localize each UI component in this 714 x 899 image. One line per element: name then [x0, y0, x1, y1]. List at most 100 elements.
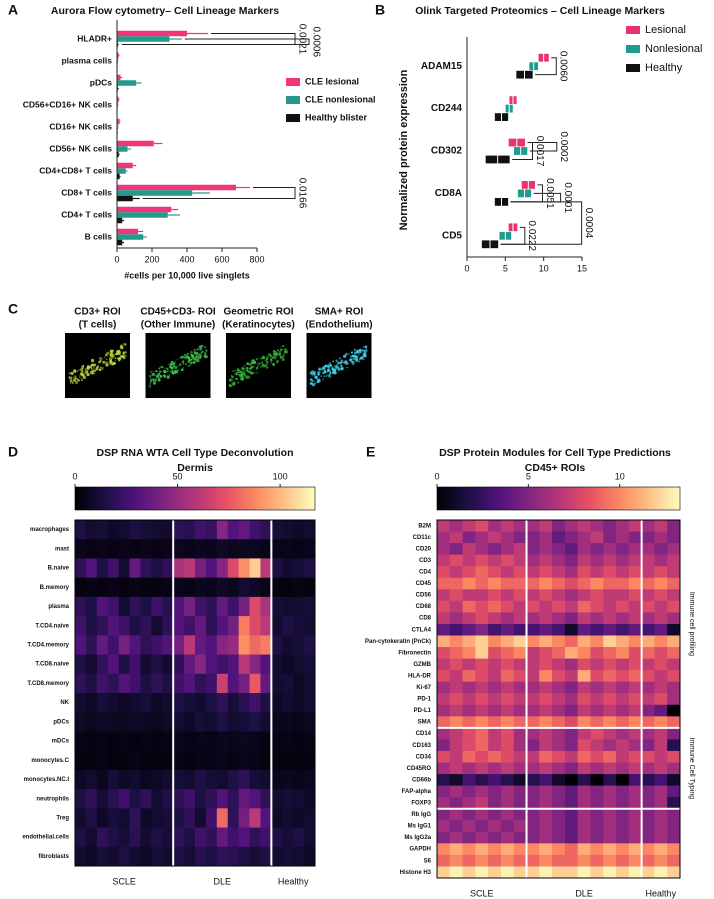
- heatmap-cell: [227, 520, 240, 540]
- heatmap-cell: [205, 846, 218, 867]
- heatmap-cell: [590, 658, 604, 671]
- stain: [90, 364, 93, 366]
- heatmap-cell: [129, 520, 141, 540]
- stain: [110, 354, 114, 358]
- heatmap-cell: [641, 543, 655, 556]
- heatmap-cell: [437, 543, 451, 556]
- heatmap-cell: [667, 774, 681, 787]
- heatmap-cell: [205, 731, 218, 752]
- heatmap-cell: [616, 785, 630, 798]
- group-label: Healthy: [278, 876, 309, 886]
- stain: [193, 361, 196, 364]
- heatmap-cell: [667, 566, 681, 579]
- heatmap-cell: [590, 670, 604, 683]
- heatmap-cell: [552, 739, 566, 752]
- heatmap-cell: [577, 623, 591, 636]
- stain: [69, 379, 72, 382]
- heatmap-cell: [513, 520, 527, 532]
- heatmap-cell: [85, 750, 98, 771]
- stain: [271, 355, 273, 358]
- stain: [242, 374, 244, 377]
- stain: [100, 361, 102, 363]
- heatmap-cell: [500, 520, 515, 532]
- heatmap-cell: [641, 727, 655, 740]
- heatmap-cell: [195, 712, 207, 732]
- heatmap-cell: [271, 750, 283, 771]
- heatmap-cell: [475, 716, 489, 729]
- heatmap-cell: [564, 600, 579, 613]
- stain: [80, 372, 82, 374]
- row-label: endothelial.cells: [22, 835, 69, 841]
- heatmap-cell: [462, 762, 476, 775]
- stain: [81, 370, 84, 374]
- stain: [195, 358, 198, 361]
- heatmap-cell: [488, 577, 502, 590]
- row-label: fibroblasts: [38, 854, 69, 860]
- heatmap-cell: [616, 531, 630, 544]
- stain: [270, 362, 273, 364]
- heatmap-cell: [564, 820, 579, 833]
- heatmap-cell: [75, 808, 87, 828]
- heatmap-cell: [129, 693, 141, 713]
- heatmap-cell: [462, 750, 476, 763]
- heatmap-cell: [140, 789, 152, 809]
- heatmap-cell: [107, 635, 120, 655]
- heatmap-cell: [603, 623, 617, 636]
- heatmap-cell: [195, 827, 207, 848]
- heatmap-cell: [184, 577, 196, 598]
- heatmap-cell: [140, 596, 152, 617]
- heatmap-cell: [654, 670, 668, 683]
- stain: [278, 353, 280, 355]
- heatmap-cell: [85, 654, 98, 675]
- heatmap-cell: [577, 785, 591, 798]
- heatmap-cell: [577, 531, 591, 544]
- heatmap-cell: [162, 750, 174, 771]
- row-label: mDCs: [52, 739, 70, 745]
- heatmap-cell: [667, 589, 681, 602]
- heatmap-cell: [216, 750, 229, 771]
- heatmap-cell: [539, 635, 553, 648]
- heatmap-cell: [564, 520, 579, 532]
- heatmap-cell: [162, 693, 174, 713]
- heatmap-cell: [526, 543, 540, 556]
- heatmap-cell: [75, 827, 87, 848]
- stain: [190, 354, 195, 358]
- row-label: HLA-DR: [408, 673, 432, 679]
- heatmap-cell: [271, 808, 283, 828]
- heatmap-cell: [205, 539, 218, 559]
- heatmap-cell: [437, 635, 451, 648]
- row-label: CD56: [416, 593, 432, 599]
- heatmap-cell: [500, 566, 515, 579]
- stain: [107, 354, 109, 356]
- heatmap-cell: [293, 520, 305, 540]
- heatmap-cell: [667, 727, 681, 740]
- heatmap-cell: [107, 596, 120, 617]
- heatmap-cell: [238, 750, 250, 771]
- stain: [272, 362, 276, 366]
- heatmap-cell: [85, 577, 98, 598]
- panel-letter: B: [375, 2, 385, 18]
- heatmap-frame: [74, 519, 316, 867]
- stain: [105, 361, 109, 365]
- stain: [165, 367, 168, 369]
- heatmap-cell: [564, 831, 579, 844]
- chart-title: Olink Targeted Proteomics – Cell Lineage…: [415, 5, 665, 17]
- heatmap-cell: [85, 693, 98, 713]
- row-label: Rb IgG: [411, 812, 431, 818]
- heatmap-cell: [667, 600, 681, 613]
- heatmap-cell: [526, 681, 540, 694]
- stain: [311, 380, 314, 383]
- legend-swatch: [626, 64, 640, 72]
- heatmap-cell: [293, 539, 305, 559]
- heatmap-cell: [539, 681, 553, 694]
- heatmap-cell: [641, 750, 655, 763]
- heatmap-cell: [539, 774, 553, 787]
- stain: [263, 364, 267, 368]
- heatmap-cell: [449, 704, 463, 717]
- heatmap-cell: [590, 577, 604, 590]
- group-label: DLE: [214, 876, 232, 886]
- stain: [163, 374, 166, 378]
- heatmap-cell: [249, 712, 261, 732]
- heatmap-cell: [437, 843, 451, 856]
- heatmap-cell: [437, 739, 451, 752]
